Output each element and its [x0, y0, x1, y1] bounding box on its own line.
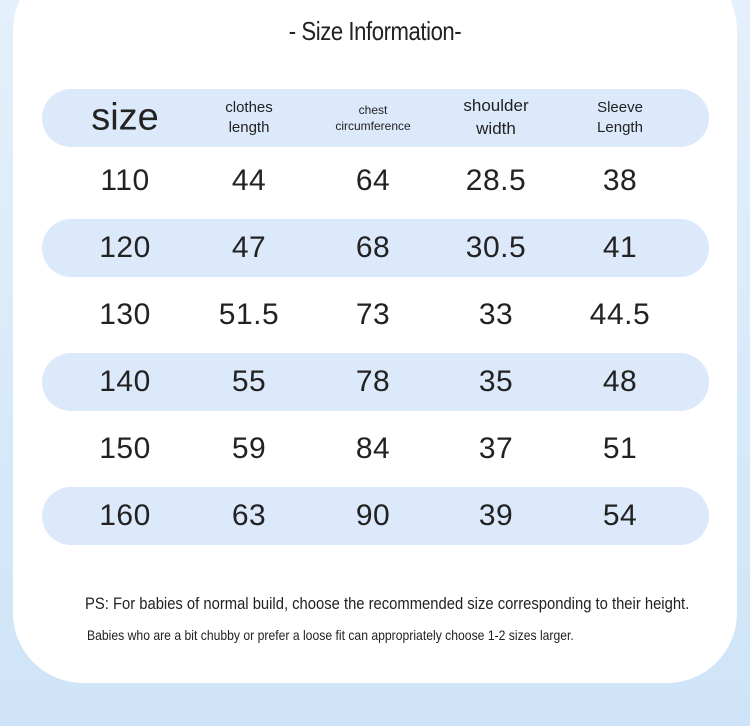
table-cell: 41	[602, 230, 638, 264]
table-cell: 55	[231, 364, 267, 398]
table-cell: 84	[355, 431, 391, 465]
table-cell: 30.5	[465, 230, 527, 264]
table-cell: 37	[478, 431, 514, 465]
header-line: shoulder	[463, 96, 529, 116]
table-cell: 39	[478, 498, 514, 532]
header-band	[42, 89, 709, 147]
header-line: width	[476, 119, 516, 138]
table-cell: 28.5	[465, 163, 527, 197]
table-cell: 140	[99, 364, 151, 398]
table-cell: 110	[100, 163, 150, 197]
table-cell: 33	[478, 297, 514, 331]
header-line: chest	[358, 102, 388, 117]
table-cell: 51.5	[218, 297, 280, 331]
header-line: circumference	[335, 119, 411, 133]
table-cell: 90	[355, 498, 391, 532]
table-cell: 59	[231, 431, 267, 465]
header-line: clothes	[225, 98, 273, 116]
row-band	[42, 353, 709, 411]
row-band	[42, 219, 709, 277]
table-cell: 130	[99, 297, 151, 331]
table-cell: 51	[602, 431, 638, 465]
row-band	[42, 487, 709, 545]
header-line: Sleeve	[597, 98, 643, 116]
header-cell: clothes length	[187, 98, 311, 139]
header-cell: chest circumference	[311, 102, 435, 134]
title: - Size Information-	[288, 16, 462, 46]
table-cell: 48	[602, 364, 638, 398]
header-cell: Sleeve Length	[558, 98, 682, 139]
table-cell: 160	[99, 498, 151, 532]
table-cell: 78	[355, 364, 391, 398]
table-cell: 35	[478, 364, 514, 398]
header-line: Length	[597, 119, 643, 136]
table-cell: 68	[355, 230, 391, 264]
table-cell: 44.5	[589, 297, 651, 331]
table-cell: 47	[231, 230, 267, 264]
header-cell: size	[63, 92, 187, 143]
note: PS: For babies of normal build, choose t…	[85, 594, 690, 613]
note: Babies who are a bit chubby or prefer a …	[87, 627, 574, 643]
table-cell: 63	[231, 498, 267, 532]
header-cell: shoulder width	[434, 95, 558, 141]
table-cell: 38	[602, 163, 638, 197]
table-cell: 120	[99, 230, 151, 264]
table-cell: 150	[99, 431, 151, 465]
table-cell: 73	[355, 297, 391, 331]
table-cell: 44	[231, 163, 267, 197]
table-cell: 54	[602, 498, 638, 532]
header-line: length	[228, 119, 270, 136]
table-cell: 64	[355, 163, 391, 197]
header-line: size	[91, 96, 159, 139]
